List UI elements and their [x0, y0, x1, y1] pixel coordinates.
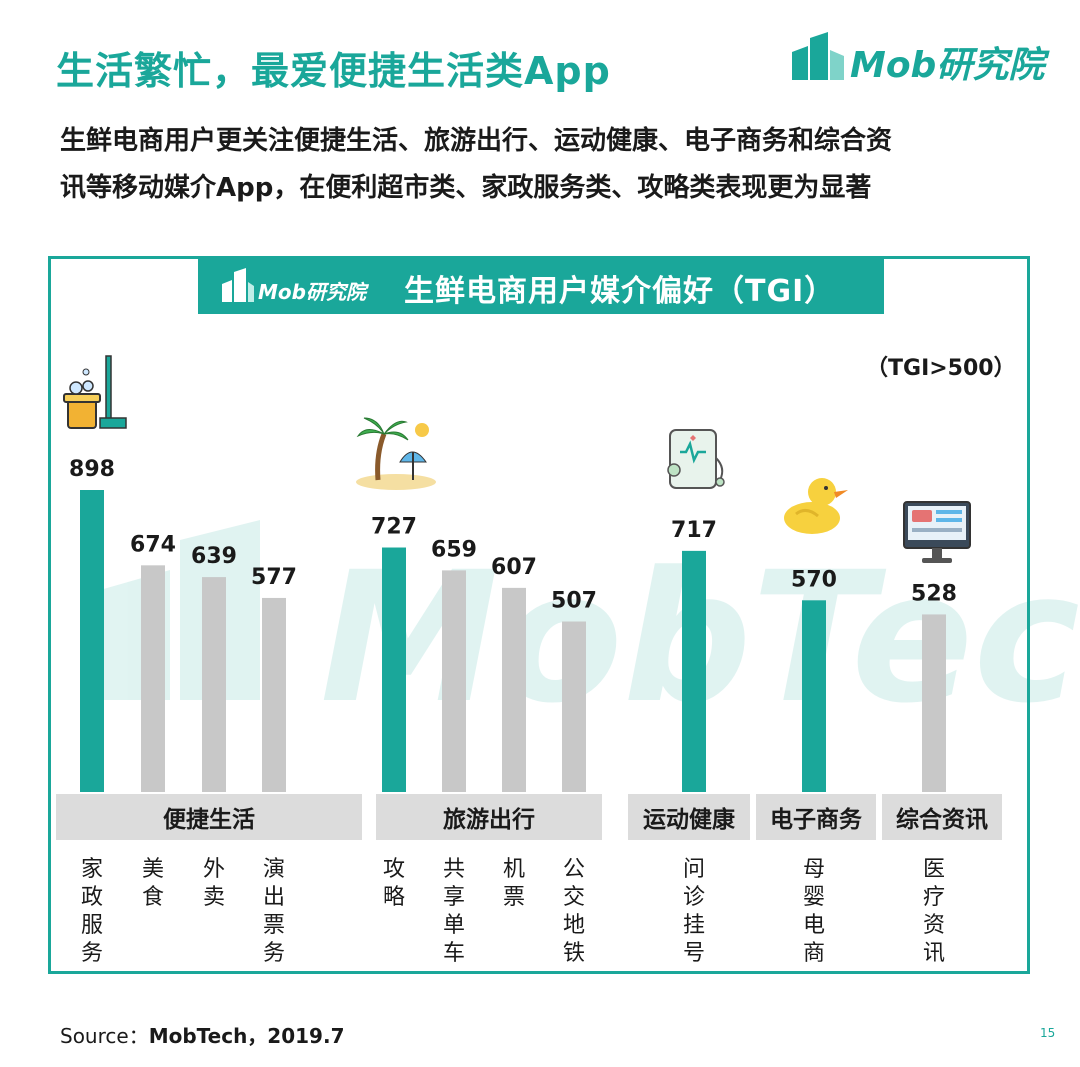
bar — [202, 577, 226, 792]
chart-header-logo: Mob研究院 — [220, 266, 380, 306]
tgi-note: （TGI>500） — [866, 356, 1016, 381]
bar — [502, 587, 526, 792]
bar — [382, 547, 406, 792]
category-label: 机票 — [503, 857, 525, 910]
data-label: 639 — [191, 544, 237, 569]
subtitle-line-1: 生鲜电商用户更关注便捷生活、旅游出行、运动健康、电子商务和综合资 — [60, 126, 893, 156]
bar — [562, 621, 586, 792]
page-number: 15 — [1040, 1026, 1056, 1040]
mop-bucket-icon — [63, 355, 127, 429]
group-label: 运动健康 — [643, 806, 736, 833]
chart-header: Mob研究院 生鲜电商用户媒介偏好（TGI） — [198, 258, 884, 314]
mob-logo-text: Mob研究院 — [850, 45, 1045, 86]
data-label: 607 — [491, 555, 537, 580]
group-band-3 — [628, 794, 750, 840]
category-label: 公交地铁 — [563, 857, 585, 966]
data-label: 717 — [671, 518, 717, 543]
category-label: 外卖 — [203, 857, 225, 910]
group-label: 便捷生活 — [163, 807, 255, 833]
data-label: 898 — [69, 457, 115, 482]
bar — [682, 550, 706, 792]
bar — [80, 490, 104, 792]
chart-frame — [48, 256, 1030, 974]
mob-logo: Mob研究院 — [788, 28, 1058, 88]
data-label: 528 — [911, 581, 957, 606]
bar — [922, 614, 946, 792]
category-label: 问诊挂号 — [683, 857, 705, 966]
group-label: 旅游出行 — [443, 806, 535, 833]
source-name: MobTech，2019.7 — [148, 1024, 345, 1048]
category-label: 母婴电商 — [803, 857, 825, 966]
group-band-1 — [56, 794, 362, 840]
group-band-5 — [882, 794, 1002, 840]
group-label: 综合资讯 — [896, 806, 988, 833]
health-tablet-icon — [667, 429, 725, 489]
data-label: 507 — [551, 588, 597, 613]
chart-title: 生鲜电商用户媒介偏好（TGI） — [404, 274, 836, 309]
chart-header-logo-text: Mob研究院 — [258, 280, 366, 304]
data-label: 577 — [251, 565, 297, 590]
category-label: 家政服务 — [81, 857, 103, 966]
bar — [442, 570, 466, 792]
category-label: 美食 — [142, 857, 164, 910]
rubber-duck-icon — [784, 478, 848, 534]
group-band-4 — [756, 794, 876, 840]
computer-monitor-icon — [903, 501, 971, 563]
bar — [802, 600, 826, 792]
data-label: 570 — [791, 567, 837, 592]
category-label: 演出票务 — [263, 857, 285, 966]
category-label: 攻略 — [383, 857, 405, 910]
subtitle-line-2: 讯等移动媒介App，在便利超市类、家政服务类、攻略类表现更为显著 — [60, 173, 872, 203]
group-label: 电子商务 — [770, 806, 863, 833]
palm-beach-icon — [356, 417, 436, 490]
source-line: Source：MobTech，2019.7 — [60, 1020, 344, 1049]
subtitle: 生鲜电商用户更关注便捷生活、旅游出行、运动健康、电子商务和综合资 讯等移动媒介A… — [60, 118, 1040, 212]
mob-logo-icon — [792, 32, 844, 80]
data-label: 674 — [130, 532, 176, 557]
bar — [141, 565, 165, 792]
data-label: 659 — [431, 537, 477, 562]
category-label: 共享单车 — [443, 857, 465, 966]
chart-header-logo-icon — [222, 268, 254, 302]
data-label: 727 — [371, 515, 417, 540]
category-label: 医疗资讯 — [923, 857, 945, 966]
group-band-2 — [376, 794, 602, 840]
bar — [262, 597, 286, 792]
source-prefix: Source： — [60, 1024, 149, 1048]
page-title: 生活繁忙，最爱便捷生活类App — [56, 49, 611, 93]
